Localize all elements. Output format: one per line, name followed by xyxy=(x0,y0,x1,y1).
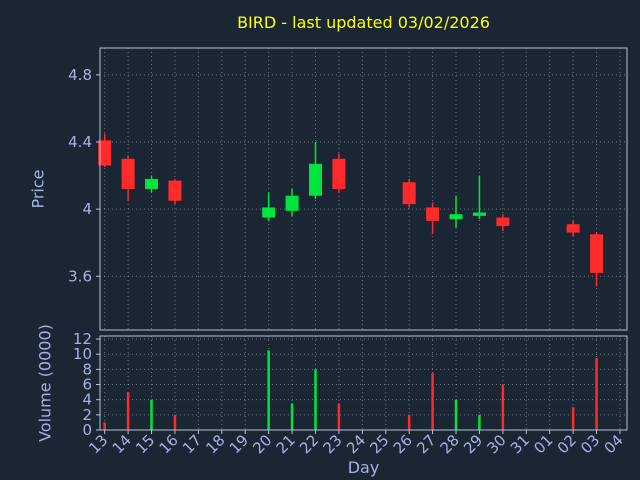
price-panel-border xyxy=(99,47,628,331)
x-tick-label: 28 xyxy=(437,431,463,457)
x-tick-label: 20 xyxy=(249,431,275,457)
x-tick-label: 25 xyxy=(366,431,392,457)
candle-body xyxy=(332,158,346,189)
x-tick-label: 31 xyxy=(507,431,533,457)
volume-tick-label: 12 xyxy=(73,330,92,348)
candle-body xyxy=(145,178,159,189)
price-tick-label: 4 xyxy=(82,200,92,218)
candle-body xyxy=(285,195,299,211)
candle-body xyxy=(566,224,580,233)
x-tick-label: 21 xyxy=(273,431,299,457)
x-tick-label: 02 xyxy=(554,431,580,457)
x-tick-label: 04 xyxy=(601,431,627,457)
x-tick-label: 14 xyxy=(109,431,135,457)
volume-tick-label: 4 xyxy=(82,391,92,409)
price-tick-label: 4.4 xyxy=(68,133,92,151)
x-tick-label: 15 xyxy=(132,431,158,457)
x-tick-label: 23 xyxy=(320,431,346,457)
volume-panel-border xyxy=(99,335,628,431)
candle-body xyxy=(121,158,135,189)
candle-body xyxy=(426,207,440,221)
x-tick-label: 03 xyxy=(577,431,603,457)
price-tick-label: 3.6 xyxy=(68,267,92,285)
x-tick-label: 17 xyxy=(179,431,205,457)
candle-body xyxy=(402,182,416,205)
price-tick-label: 4.8 xyxy=(68,66,92,84)
volume-tick-label: 0 xyxy=(82,421,92,439)
candle-body xyxy=(590,234,604,273)
candle-body xyxy=(496,217,510,226)
x-tick-label: 19 xyxy=(226,431,252,457)
x-tick-label: 26 xyxy=(390,431,416,457)
x-axis-label: Day xyxy=(347,458,380,477)
x-tick-label: 30 xyxy=(483,431,509,457)
x-tick-label: 16 xyxy=(156,431,182,457)
x-tick-label: 01 xyxy=(530,431,556,457)
volume-tick-label: 2 xyxy=(82,406,92,424)
volume-tick-label: 8 xyxy=(82,360,92,378)
x-tick-label: 29 xyxy=(460,431,486,457)
candle-body xyxy=(472,212,486,216)
candle-body xyxy=(262,207,276,218)
x-tick-label: 22 xyxy=(296,431,322,457)
candle-body xyxy=(449,214,463,220)
x-tick-label: 27 xyxy=(413,431,439,457)
volume-tick-label: 6 xyxy=(82,376,92,394)
chart-title: BIRD - last updated 03/02/2026 xyxy=(237,13,490,32)
candle-body xyxy=(98,140,112,166)
candle-body xyxy=(308,163,322,196)
x-tick-label: 24 xyxy=(343,431,369,457)
volume-tick-label: 10 xyxy=(73,345,92,363)
x-tick-label: 18 xyxy=(202,431,228,457)
candle-body xyxy=(168,180,182,201)
